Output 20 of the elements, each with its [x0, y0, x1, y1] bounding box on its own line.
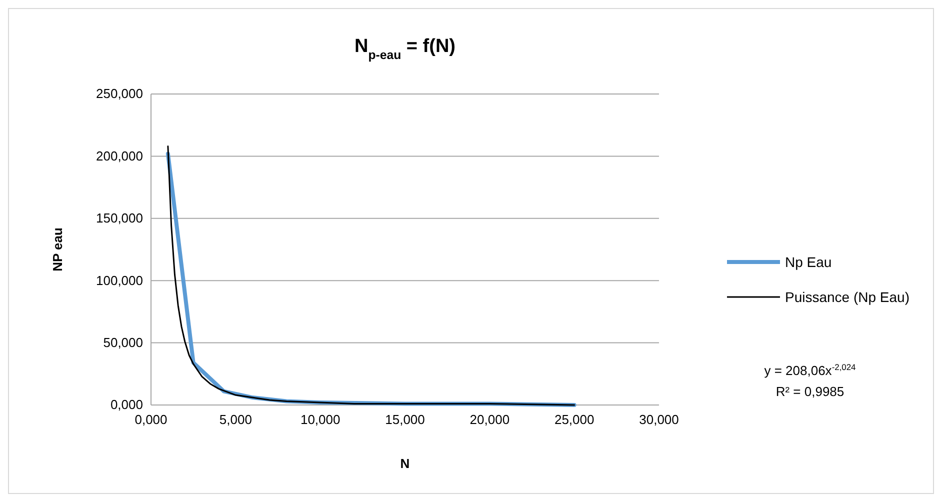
y-tick-label: 100,000 [96, 272, 143, 288]
x-tick-label: 15,000 [385, 412, 425, 428]
y-tick-label: 200,000 [96, 148, 143, 164]
y-axis-title: NP eau [50, 228, 65, 272]
x-tick-label: 5,000 [219, 412, 252, 428]
legend-label: Np Eau [785, 254, 832, 270]
y-tick-label: 50,000 [103, 334, 143, 350]
x-tick-label: 25,000 [554, 412, 594, 428]
x-tick-label: 0,000 [134, 412, 168, 428]
x-tick-label: 10,000 [300, 412, 340, 428]
y-tick-label: 0,000 [110, 397, 143, 412]
text: R² = 0,9985 [776, 384, 844, 399]
x-tick-label: 20,000 [470, 412, 510, 428]
x-axis-title: N [400, 456, 410, 471]
text: y = 208,06x$^{-2,024}$ [764, 362, 856, 378]
y-tick-label: 250,000 [96, 86, 143, 102]
x-tick-label: 30,000 [639, 412, 679, 428]
y-tick-label: 150,000 [96, 210, 143, 226]
legend-label: Puissance (Np Eau) [785, 289, 910, 305]
chart-title: N$_{p-eau}$ = f(N) [354, 36, 456, 62]
